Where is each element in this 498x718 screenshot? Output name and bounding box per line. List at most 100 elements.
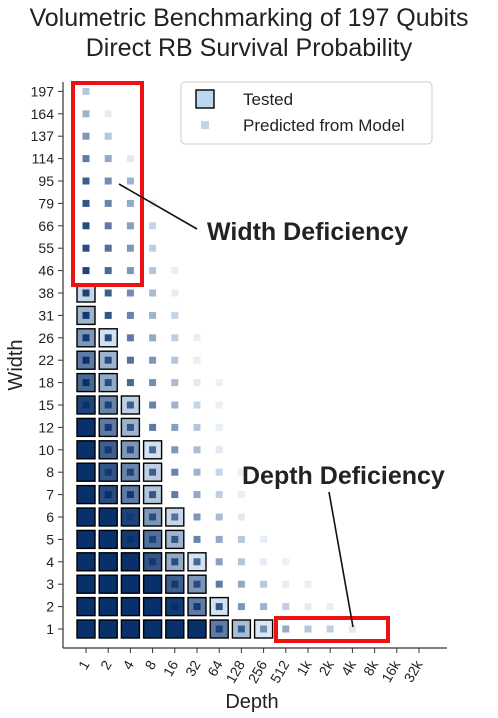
predicted-cell <box>104 558 112 566</box>
x-axis-label: Depth <box>225 691 278 713</box>
predicted-cell <box>193 535 201 543</box>
predicted-cell <box>104 625 112 633</box>
predicted-cell <box>149 625 157 633</box>
predicted-cell <box>126 625 134 633</box>
predicted-cell <box>171 401 179 409</box>
predicted-cell <box>126 267 134 275</box>
predicted-cell <box>82 446 90 454</box>
width-annotation-line <box>118 183 198 230</box>
predicted-cell <box>215 513 223 521</box>
y-tick-label: 15 <box>38 397 54 413</box>
predicted-cell <box>237 580 245 588</box>
predicted-cell <box>193 356 201 364</box>
predicted-cell <box>149 535 157 543</box>
predicted-cell <box>193 491 201 499</box>
y-tick-label: 66 <box>38 218 54 234</box>
chart-subtitle: Direct RB Survival Probability <box>85 34 413 62</box>
predicted-cell <box>82 177 90 185</box>
predicted-cell <box>193 625 201 633</box>
predicted-cell <box>82 334 90 342</box>
predicted-cell <box>82 468 90 476</box>
predicted-cell <box>104 199 112 207</box>
legend-predicted-label: Predicted from Model <box>243 116 405 135</box>
predicted-cell <box>104 311 112 319</box>
predicted-cell <box>104 289 112 297</box>
x-tick-label: 2k <box>316 657 338 679</box>
predicted-cell <box>126 155 134 163</box>
predicted-cell <box>237 558 245 566</box>
predicted-cell <box>104 423 112 431</box>
y-tick-label: 164 <box>31 106 55 122</box>
predicted-cell <box>104 110 112 118</box>
predicted-cell <box>193 423 201 431</box>
predicted-cell <box>193 379 201 387</box>
predicted-cell <box>82 603 90 611</box>
predicted-cell <box>304 603 312 611</box>
predicted-cell <box>82 423 90 431</box>
predicted-cell <box>171 491 179 499</box>
predicted-cell <box>82 356 90 364</box>
predicted-cell <box>82 132 90 140</box>
y-tick-label: 46 <box>38 263 54 279</box>
predicted-cell <box>282 580 290 588</box>
predicted-cell <box>126 199 134 207</box>
width-deficiency-label: Width Deficiency <box>207 218 408 246</box>
predicted-cell <box>149 222 157 230</box>
predicted-cell <box>126 222 134 230</box>
predicted-cell <box>149 311 157 319</box>
predicted-cell <box>82 379 90 387</box>
depth-deficiency-box <box>274 616 390 643</box>
predicted-cell <box>82 199 90 207</box>
predicted-cell <box>104 491 112 499</box>
predicted-cell <box>171 267 179 275</box>
predicted-cell <box>82 625 90 633</box>
predicted-cell <box>171 289 179 297</box>
predicted-cell <box>171 513 179 521</box>
y-tick-label: 2 <box>46 599 54 615</box>
y-axis-label: Width <box>5 339 27 390</box>
predicted-cell <box>171 311 179 319</box>
predicted-cell <box>237 625 245 633</box>
predicted-cell <box>149 289 157 297</box>
predicted-cell <box>126 580 134 588</box>
predicted-cell <box>82 267 90 275</box>
predicted-cell <box>82 311 90 319</box>
predicted-cell <box>104 513 112 521</box>
predicted-cell <box>171 334 179 342</box>
predicted-cell <box>149 401 157 409</box>
predicted-cell <box>126 513 134 521</box>
predicted-cell <box>237 535 245 543</box>
predicted-cell <box>215 468 223 476</box>
predicted-cell <box>215 558 223 566</box>
predicted-cell <box>104 222 112 230</box>
predicted-cell <box>82 110 90 118</box>
predicted-cell <box>193 580 201 588</box>
predicted-cell <box>171 580 179 588</box>
predicted-cell <box>237 513 245 521</box>
x-tick-label: 256 <box>245 657 271 685</box>
predicted-cell <box>104 132 112 140</box>
x-tick-label: 4k <box>338 657 360 679</box>
predicted-cell <box>104 177 112 185</box>
predicted-cell <box>149 446 157 454</box>
y-tick-label: 137 <box>31 128 55 144</box>
legend-box <box>180 81 433 145</box>
y-tick-label: 197 <box>31 83 55 99</box>
predicted-cell <box>215 580 223 588</box>
y-tick-label: 79 <box>38 195 54 211</box>
predicted-cell <box>126 401 134 409</box>
predicted-cell <box>149 423 157 431</box>
predicted-cell <box>149 244 157 252</box>
predicted-cell <box>149 513 157 521</box>
predicted-cell <box>171 379 179 387</box>
predicted-cell <box>104 580 112 588</box>
predicted-cell <box>149 580 157 588</box>
predicted-cell <box>126 535 134 543</box>
predicted-cell <box>82 558 90 566</box>
depth-deficiency-label: Depth Deficiency <box>242 462 445 490</box>
predicted-cell <box>193 446 201 454</box>
predicted-cell <box>82 401 90 409</box>
y-tick-label: 55 <box>38 240 54 256</box>
predicted-cell <box>126 558 134 566</box>
